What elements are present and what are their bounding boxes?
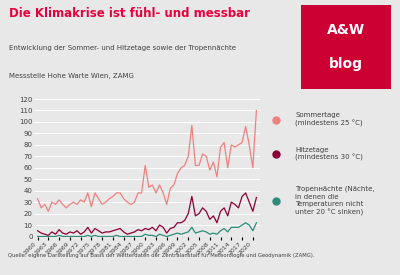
- Text: Tropenнächte (Nächte,
in denen die
Temperaturen nicht
unter 20 °C sinken): Tropenнächte (Nächte, in denen die Tempe…: [295, 186, 375, 216]
- Text: Quelle: eigene Darstellung auf Basis der Wetterdaten der Zentralanstalt für Mete: Quelle: eigene Darstellung auf Basis der…: [8, 253, 314, 258]
- Text: blog: blog: [329, 57, 363, 71]
- Text: Messstelle Hohe Warte Wien, ZAMG: Messstelle Hohe Warte Wien, ZAMG: [9, 73, 134, 79]
- Text: Entwicklung der Sommer- und Hitzetage sowie der Tropennächte: Entwicklung der Sommer- und Hitzetage so…: [9, 45, 236, 51]
- Text: Sommertage
(mindestens 25 °C): Sommertage (mindestens 25 °C): [295, 112, 363, 127]
- Bar: [301, 5, 391, 89]
- Text: Hitzetage
(mindestens 30 °C): Hitzetage (mindestens 30 °C): [295, 147, 363, 161]
- Text: A&W: A&W: [327, 23, 365, 37]
- Text: Die Klimakrise ist fühl- und messbar: Die Klimakrise ist fühl- und messbar: [9, 7, 250, 20]
